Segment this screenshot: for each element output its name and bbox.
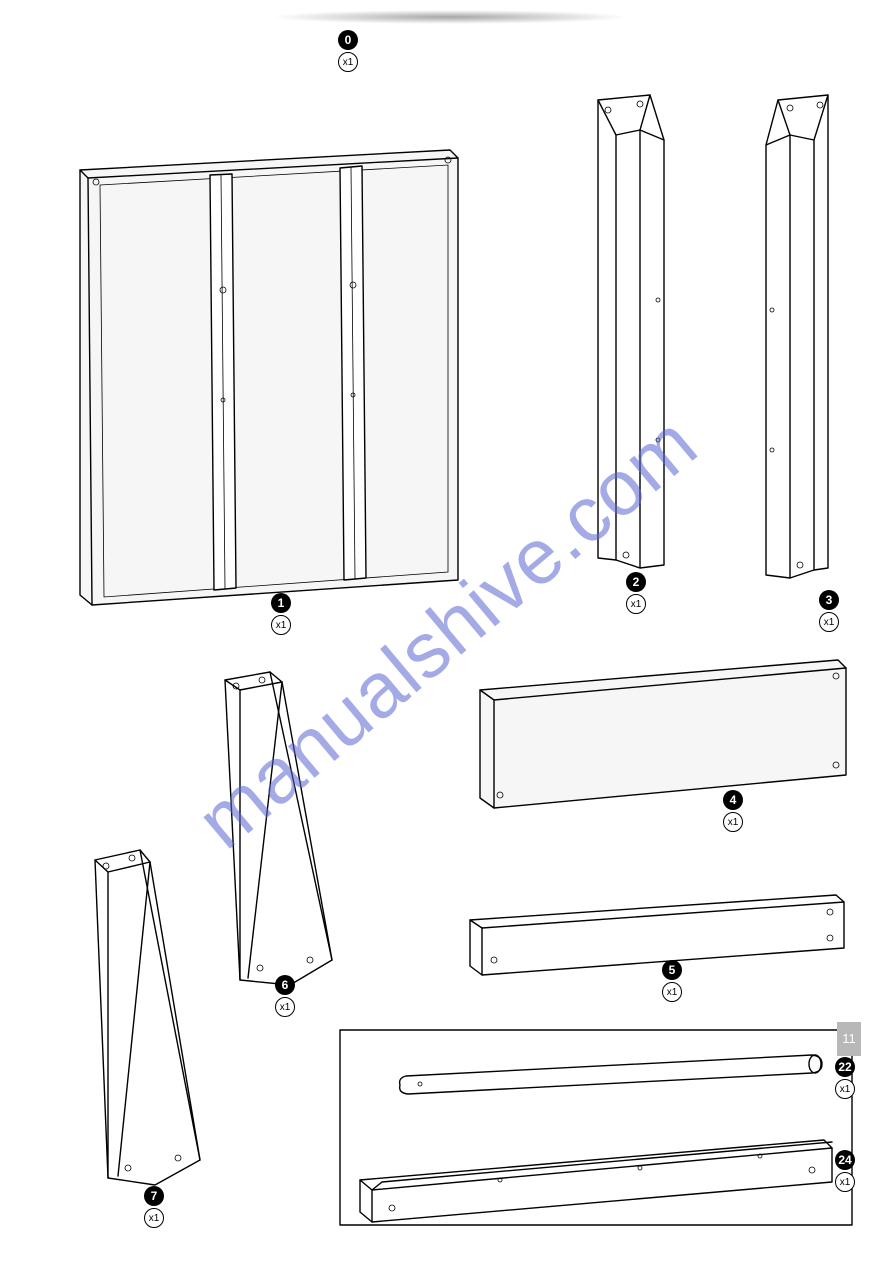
part-qty: x1 bbox=[271, 615, 291, 635]
label-part-6: 6 x1 bbox=[275, 975, 295, 1017]
part-2-upright-left bbox=[598, 95, 664, 568]
part-22-rod bbox=[400, 1055, 822, 1094]
label-part-24: 24 x1 bbox=[835, 1150, 855, 1192]
part-number: 0 bbox=[338, 30, 358, 50]
part-qty: x1 bbox=[144, 1208, 164, 1228]
label-part-4: 4 x1 bbox=[723, 790, 743, 832]
part-24-channel bbox=[360, 1140, 832, 1222]
label-part-5: 5 x1 bbox=[662, 960, 682, 1002]
part-number: 7 bbox=[144, 1186, 164, 1206]
part-number: 3 bbox=[819, 590, 839, 610]
part-qty: x1 bbox=[275, 997, 295, 1017]
part-qty: x1 bbox=[338, 52, 358, 72]
part-qty: x1 bbox=[819, 612, 839, 632]
label-part-2: 2 x1 bbox=[626, 572, 646, 614]
part-1-back-panel bbox=[80, 150, 458, 605]
part-number: 24 bbox=[835, 1150, 855, 1170]
part-3-upright-right bbox=[766, 95, 828, 578]
label-part-3: 3 x1 bbox=[819, 590, 839, 632]
part-qty: x1 bbox=[835, 1172, 855, 1192]
manual-page: .ln { stroke: #000; stroke-width: 1.4; f… bbox=[0, 0, 893, 1263]
part-qty: x1 bbox=[662, 982, 682, 1002]
label-part-22: 22 x1 bbox=[835, 1057, 855, 1099]
part-qty: x1 bbox=[626, 594, 646, 614]
part-6-bracket-large bbox=[225, 672, 332, 985]
page-number-tab: 11 bbox=[837, 1022, 861, 1056]
part-qty: x1 bbox=[835, 1079, 855, 1099]
label-part-1: 1 x1 bbox=[271, 593, 291, 635]
part-number: 2 bbox=[626, 572, 646, 592]
part-qty: x1 bbox=[723, 812, 743, 832]
part-number: 1 bbox=[271, 593, 291, 613]
part-5-rail bbox=[470, 895, 844, 975]
part-number: 4 bbox=[723, 790, 743, 810]
label-part-7: 7 x1 bbox=[144, 1186, 164, 1228]
label-part-0: 0 x1 bbox=[338, 30, 358, 72]
parts-drawing: .ln { stroke: #000; stroke-width: 1.4; f… bbox=[0, 0, 893, 1263]
part-number: 6 bbox=[275, 975, 295, 995]
part-7-bracket-small bbox=[95, 850, 200, 1185]
part-number: 5 bbox=[662, 960, 682, 980]
part-4-shelf bbox=[480, 660, 846, 808]
part-number: 22 bbox=[835, 1057, 855, 1077]
